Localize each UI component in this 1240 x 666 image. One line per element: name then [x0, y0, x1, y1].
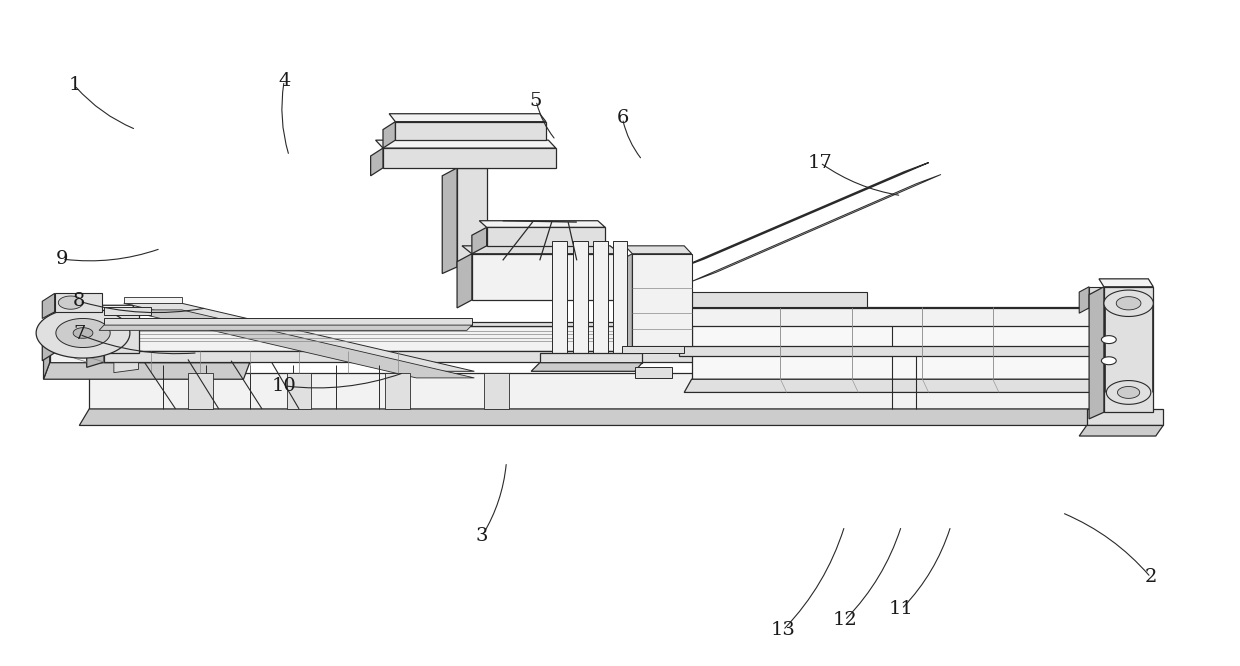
Polygon shape	[104, 322, 892, 326]
Polygon shape	[1079, 426, 1163, 436]
Text: 3: 3	[475, 527, 489, 545]
Text: 1: 1	[68, 77, 81, 95]
Polygon shape	[1101, 357, 1116, 365]
Polygon shape	[56, 318, 110, 348]
Polygon shape	[89, 372, 1138, 409]
Polygon shape	[1079, 287, 1089, 313]
Polygon shape	[458, 254, 472, 308]
Text: 5: 5	[529, 91, 542, 109]
Text: 6: 6	[616, 109, 629, 127]
Polygon shape	[458, 168, 486, 267]
Polygon shape	[386, 372, 410, 409]
Polygon shape	[48, 305, 139, 313]
Polygon shape	[1104, 290, 1153, 316]
Polygon shape	[87, 326, 104, 368]
Polygon shape	[1089, 287, 1104, 419]
Polygon shape	[680, 308, 1123, 326]
Polygon shape	[480, 220, 605, 227]
Polygon shape	[104, 352, 892, 362]
Polygon shape	[472, 254, 620, 300]
Text: 8: 8	[73, 292, 86, 310]
Polygon shape	[383, 122, 396, 148]
Polygon shape	[43, 363, 249, 379]
Polygon shape	[684, 379, 1099, 392]
Polygon shape	[104, 318, 472, 325]
Polygon shape	[539, 353, 642, 363]
Polygon shape	[114, 363, 139, 372]
Polygon shape	[463, 246, 620, 254]
Polygon shape	[55, 294, 102, 312]
Polygon shape	[383, 148, 556, 168]
Polygon shape	[1099, 301, 1114, 392]
Polygon shape	[286, 372, 311, 409]
Text: 2: 2	[1145, 568, 1157, 586]
Polygon shape	[1116, 296, 1141, 310]
Polygon shape	[396, 122, 546, 140]
Polygon shape	[376, 140, 556, 148]
Polygon shape	[1099, 279, 1153, 287]
Polygon shape	[635, 368, 672, 378]
Polygon shape	[552, 240, 567, 353]
Polygon shape	[680, 346, 1123, 356]
Polygon shape	[680, 163, 929, 268]
Polygon shape	[1117, 386, 1140, 398]
Polygon shape	[99, 325, 472, 330]
Polygon shape	[618, 254, 632, 354]
Polygon shape	[42, 313, 55, 361]
Polygon shape	[1089, 287, 1123, 308]
Polygon shape	[613, 240, 627, 353]
Polygon shape	[1101, 336, 1116, 344]
Polygon shape	[389, 114, 546, 122]
Polygon shape	[680, 292, 692, 313]
Polygon shape	[443, 168, 458, 274]
Polygon shape	[124, 310, 475, 378]
Polygon shape	[73, 328, 93, 338]
Polygon shape	[622, 346, 684, 353]
Polygon shape	[124, 303, 475, 372]
Polygon shape	[531, 363, 642, 372]
Text: 17: 17	[807, 154, 832, 172]
Polygon shape	[625, 246, 692, 254]
Polygon shape	[55, 313, 139, 353]
Polygon shape	[104, 326, 892, 352]
Polygon shape	[42, 294, 55, 318]
Text: 10: 10	[272, 377, 296, 395]
Polygon shape	[188, 372, 212, 409]
Text: 4: 4	[278, 72, 290, 90]
Polygon shape	[124, 296, 182, 303]
Polygon shape	[50, 333, 249, 363]
Polygon shape	[692, 306, 1099, 379]
Polygon shape	[104, 306, 151, 314]
Polygon shape	[58, 296, 83, 309]
Polygon shape	[593, 240, 608, 353]
Text: 9: 9	[56, 250, 68, 268]
Polygon shape	[1104, 287, 1153, 412]
Polygon shape	[36, 308, 130, 358]
Text: 13: 13	[770, 621, 795, 639]
Polygon shape	[486, 227, 605, 246]
Polygon shape	[484, 372, 508, 409]
Polygon shape	[573, 240, 588, 353]
Polygon shape	[1086, 409, 1163, 426]
Polygon shape	[632, 254, 692, 346]
Text: 11: 11	[889, 600, 914, 618]
Polygon shape	[472, 227, 486, 254]
Polygon shape	[371, 148, 383, 176]
Polygon shape	[692, 292, 867, 306]
Polygon shape	[79, 409, 1138, 426]
Text: 12: 12	[832, 611, 857, 629]
Text: 7: 7	[73, 325, 86, 343]
Polygon shape	[43, 333, 50, 379]
Polygon shape	[692, 174, 941, 282]
Polygon shape	[1106, 380, 1151, 404]
